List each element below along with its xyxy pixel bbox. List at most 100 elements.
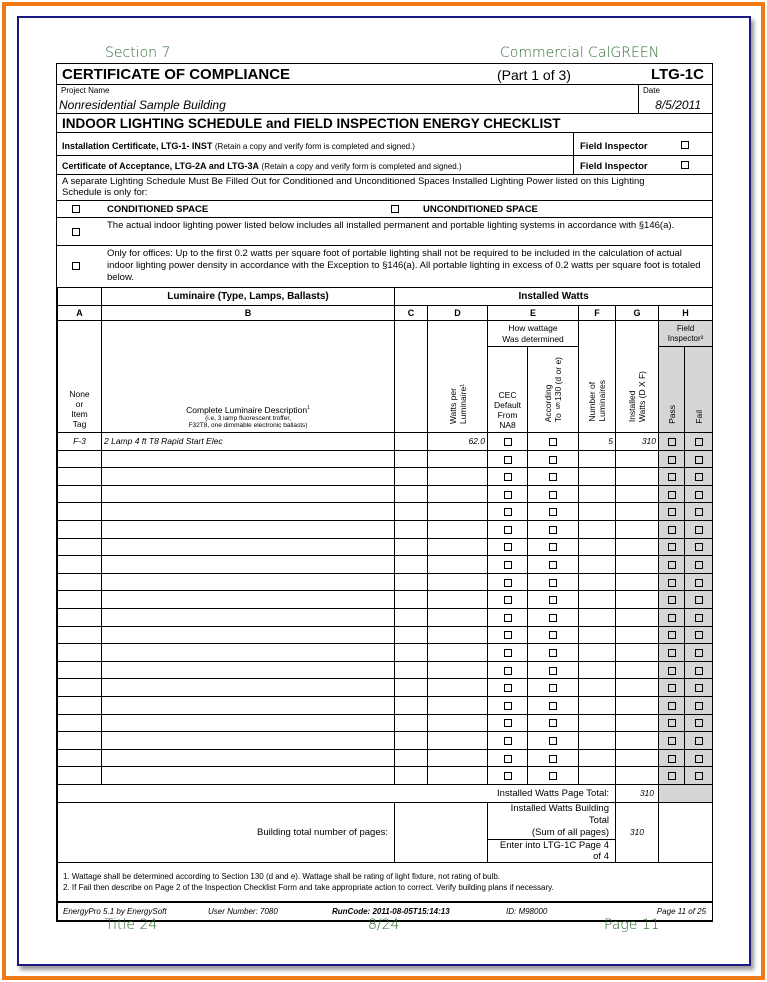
installed-watts-cell[interactable] bbox=[615, 695, 659, 715]
cec-default-checkbox[interactable] bbox=[503, 666, 512, 675]
pass-checkbox[interactable] bbox=[667, 473, 676, 482]
luminaire-count-cell[interactable] bbox=[578, 695, 616, 715]
page-total-value[interactable]: 310 bbox=[615, 783, 659, 803]
luminaire-count-cell[interactable] bbox=[578, 449, 616, 469]
col-c-cell[interactable] bbox=[394, 432, 428, 451]
pass-checkbox[interactable] bbox=[667, 437, 676, 446]
description-cell[interactable]: 2 Lamp 4 ft T8 Rapid Start Elec bbox=[101, 432, 395, 451]
watts-per-luminaire-cell[interactable] bbox=[427, 502, 488, 521]
description-cell[interactable] bbox=[101, 484, 395, 504]
fail-checkbox[interactable] bbox=[694, 772, 703, 781]
col-c-cell[interactable] bbox=[394, 467, 428, 486]
col-c-cell[interactable] bbox=[394, 731, 428, 750]
col-c-cell[interactable] bbox=[394, 572, 428, 592]
watts-per-luminaire-cell[interactable] bbox=[427, 713, 488, 733]
pass-checkbox[interactable] bbox=[667, 684, 676, 693]
luminaire-count-cell[interactable] bbox=[578, 643, 616, 662]
description-cell[interactable] bbox=[101, 660, 395, 680]
pass-checkbox[interactable] bbox=[667, 631, 676, 640]
pass-checkbox[interactable] bbox=[667, 737, 676, 746]
luminaire-count-cell[interactable] bbox=[578, 625, 616, 645]
per-section-130-checkbox[interactable] bbox=[549, 490, 557, 499]
installed-watts-cell[interactable] bbox=[615, 678, 659, 697]
watts-per-luminaire-cell[interactable] bbox=[427, 449, 488, 469]
col-c-cell[interactable] bbox=[394, 713, 428, 733]
installed-watts-cell[interactable] bbox=[615, 449, 659, 469]
col-c-cell[interactable] bbox=[394, 519, 428, 539]
item-tag-cell[interactable] bbox=[57, 555, 102, 574]
fail-checkbox[interactable] bbox=[694, 754, 703, 763]
watts-per-luminaire-cell[interactable] bbox=[427, 555, 488, 574]
watts-per-luminaire-cell[interactable] bbox=[427, 766, 488, 785]
pass-checkbox[interactable] bbox=[667, 490, 676, 499]
item-tag-cell[interactable] bbox=[57, 678, 102, 697]
fail-checkbox[interactable] bbox=[694, 473, 703, 482]
luminaire-count-cell[interactable] bbox=[578, 713, 616, 733]
item-tag-cell[interactable] bbox=[57, 625, 102, 645]
per-section-130-checkbox[interactable] bbox=[549, 525, 557, 534]
installed-watts-cell[interactable] bbox=[615, 766, 659, 785]
description-cell[interactable] bbox=[101, 731, 395, 750]
cec-default-checkbox[interactable] bbox=[503, 437, 512, 446]
pass-checkbox[interactable] bbox=[667, 754, 676, 763]
luminaire-count-cell[interactable] bbox=[578, 660, 616, 680]
watts-per-luminaire-cell[interactable]: 62.0 bbox=[427, 432, 488, 451]
description-cell[interactable] bbox=[101, 590, 395, 609]
description-cell[interactable] bbox=[101, 695, 395, 715]
luminaire-count-cell[interactable] bbox=[578, 678, 616, 697]
fail-checkbox[interactable] bbox=[694, 649, 703, 658]
project-name[interactable]: Nonresidential Sample Building bbox=[59, 98, 226, 112]
per-section-130-checkbox[interactable] bbox=[549, 455, 557, 464]
per-section-130-checkbox[interactable] bbox=[549, 666, 557, 675]
col-c-cell[interactable] bbox=[394, 625, 428, 645]
pass-checkbox[interactable] bbox=[667, 649, 676, 658]
description-cell[interactable] bbox=[101, 502, 395, 521]
pass-checkbox[interactable] bbox=[667, 561, 676, 570]
pass-checkbox[interactable] bbox=[667, 719, 676, 728]
fail-checkbox[interactable] bbox=[694, 613, 703, 622]
watts-per-luminaire-cell[interactable] bbox=[427, 625, 488, 645]
cec-default-checkbox[interactable] bbox=[503, 490, 512, 499]
description-cell[interactable] bbox=[101, 467, 395, 486]
installed-watts-cell[interactable] bbox=[615, 643, 659, 662]
col-c-cell[interactable] bbox=[394, 607, 428, 627]
installed-watts-cell[interactable] bbox=[615, 537, 659, 557]
watts-per-luminaire-cell[interactable] bbox=[427, 660, 488, 680]
fail-checkbox[interactable] bbox=[694, 596, 703, 605]
cec-default-checkbox[interactable] bbox=[503, 473, 512, 482]
luminaire-count-cell[interactable] bbox=[578, 590, 616, 609]
installed-watts-cell[interactable] bbox=[615, 572, 659, 592]
col-c-cell[interactable] bbox=[394, 678, 428, 697]
description-cell[interactable] bbox=[101, 625, 395, 645]
description-cell[interactable] bbox=[101, 766, 395, 785]
col-c-cell[interactable] bbox=[394, 555, 428, 574]
cec-default-checkbox[interactable] bbox=[503, 649, 512, 658]
fail-checkbox[interactable] bbox=[694, 631, 703, 640]
item-tag-cell[interactable] bbox=[57, 484, 102, 504]
item-tag-cell[interactable] bbox=[57, 695, 102, 715]
per-section-130-checkbox[interactable] bbox=[549, 473, 557, 482]
installed-watts-cell[interactable] bbox=[615, 625, 659, 645]
installed-watts-cell[interactable] bbox=[615, 748, 659, 768]
building-pages-input[interactable] bbox=[394, 801, 488, 863]
per-section-130-checkbox[interactable] bbox=[549, 543, 557, 552]
fail-checkbox[interactable] bbox=[694, 508, 703, 517]
pass-checkbox[interactable] bbox=[667, 666, 676, 675]
luminaire-count-cell[interactable] bbox=[578, 748, 616, 768]
per-section-130-checkbox[interactable] bbox=[549, 437, 557, 446]
watts-per-luminaire-cell[interactable] bbox=[427, 590, 488, 609]
fail-checkbox[interactable] bbox=[694, 543, 703, 552]
per-section-130-checkbox[interactable] bbox=[549, 701, 557, 710]
per-section-130-checkbox[interactable] bbox=[549, 508, 557, 517]
unconditioned-checkbox[interactable] bbox=[391, 205, 399, 213]
fail-checkbox[interactable] bbox=[694, 666, 703, 675]
item-tag-cell[interactable] bbox=[57, 766, 102, 785]
col-c-cell[interactable] bbox=[394, 695, 428, 715]
fail-checkbox[interactable] bbox=[694, 437, 703, 446]
cec-default-checkbox[interactable] bbox=[503, 596, 512, 605]
per-section-130-checkbox[interactable] bbox=[549, 596, 557, 605]
description-cell[interactable] bbox=[101, 713, 395, 733]
cec-default-checkbox[interactable] bbox=[503, 684, 512, 693]
pass-checkbox[interactable] bbox=[667, 455, 676, 464]
fail-checkbox[interactable] bbox=[694, 525, 703, 534]
